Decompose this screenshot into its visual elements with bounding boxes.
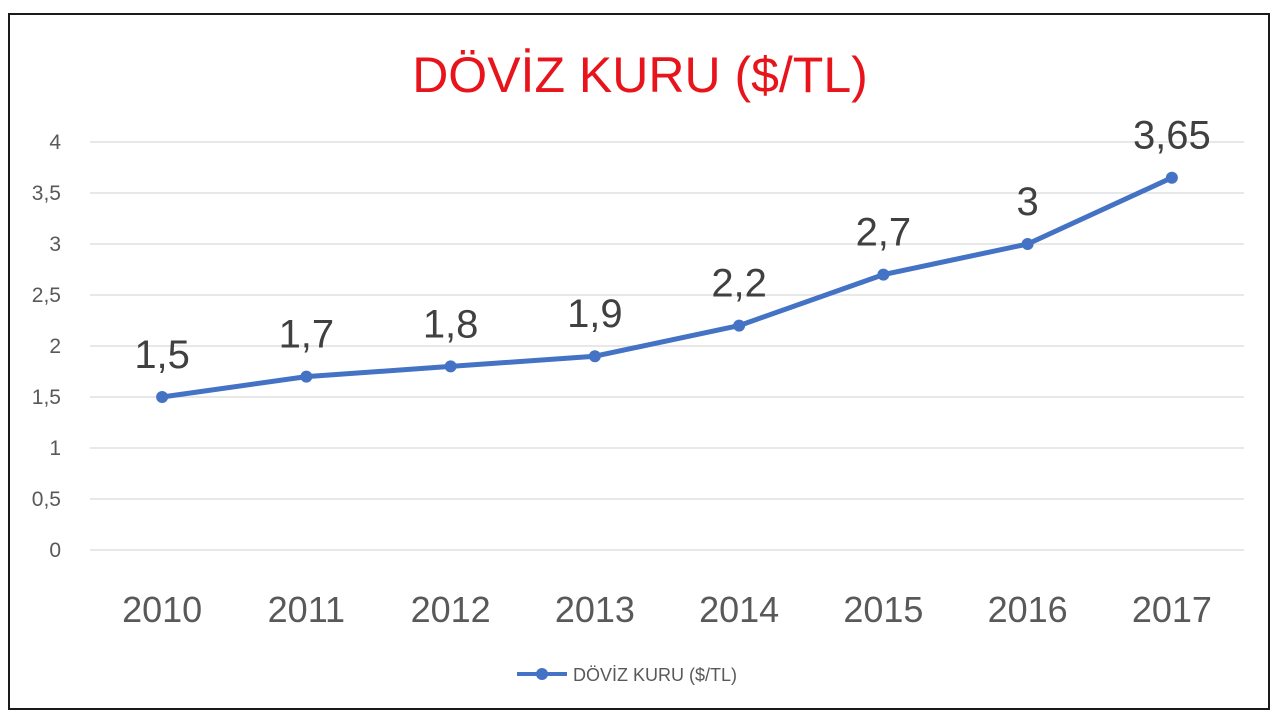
data-point xyxy=(300,370,313,383)
y-tick-label: 0 xyxy=(49,539,61,562)
x-tick-label: 2016 xyxy=(988,589,1068,630)
y-tick-label: 0,5 xyxy=(32,488,61,511)
legend-entry-label: DÖVİZ KURU ($/TL) xyxy=(573,665,737,685)
x-tick-label: 2011 xyxy=(268,589,345,630)
legend: DÖVİZ KURU ($/TL) xyxy=(517,665,737,685)
data-point xyxy=(588,350,601,363)
data-labels: 1,5 1,7 1,8 1,9 2,2 2,7 3 3,65 xyxy=(134,114,1210,377)
y-tick-label: 3,5 xyxy=(32,182,61,205)
x-tick-label: 2017 xyxy=(1132,589,1212,630)
x-tick-label: 2014 xyxy=(699,589,779,630)
chart-frame xyxy=(8,13,1270,710)
data-point xyxy=(1165,171,1178,184)
x-tick-label: 2012 xyxy=(411,589,491,630)
y-tick-label: 2,5 xyxy=(32,284,61,307)
y-axis-ticks: 0 0,5 1 1,5 2 2,5 3 3,5 4 xyxy=(32,131,62,562)
data-label: 2,7 xyxy=(856,211,912,255)
data-label: 1,5 xyxy=(134,333,190,377)
data-label: 3,65 xyxy=(1133,114,1211,158)
y-tick-label: 1 xyxy=(49,437,61,460)
series-line-group xyxy=(156,171,1178,403)
data-label: 1,8 xyxy=(423,302,479,346)
data-label: 3 xyxy=(1017,180,1039,224)
data-point xyxy=(156,391,169,403)
y-tick-label: 1,5 xyxy=(32,386,61,409)
x-tick-label: 2013 xyxy=(555,589,635,630)
gridlines xyxy=(90,141,1244,551)
data-point xyxy=(877,268,890,281)
x-tick-label: 2015 xyxy=(843,589,923,630)
data-point xyxy=(733,319,746,332)
legend-marker-icon xyxy=(536,668,548,680)
data-label: 1,9 xyxy=(567,292,623,336)
data-point xyxy=(444,360,457,373)
data-point xyxy=(1021,238,1034,250)
y-tick-label: 4 xyxy=(49,131,61,154)
series-line xyxy=(159,175,1175,400)
data-label: 2,2 xyxy=(711,262,767,306)
x-tick-label: 2010 xyxy=(122,589,202,630)
chart-title: DÖVİZ KURU ($/TL) xyxy=(412,47,868,103)
x-axis-ticks: 2010 2011 2012 2013 2014 2015 2016 2017 xyxy=(122,589,1212,630)
y-tick-label: 2 xyxy=(49,335,61,358)
y-tick-label: 3 xyxy=(49,233,61,256)
data-label: 1,7 xyxy=(279,313,335,357)
